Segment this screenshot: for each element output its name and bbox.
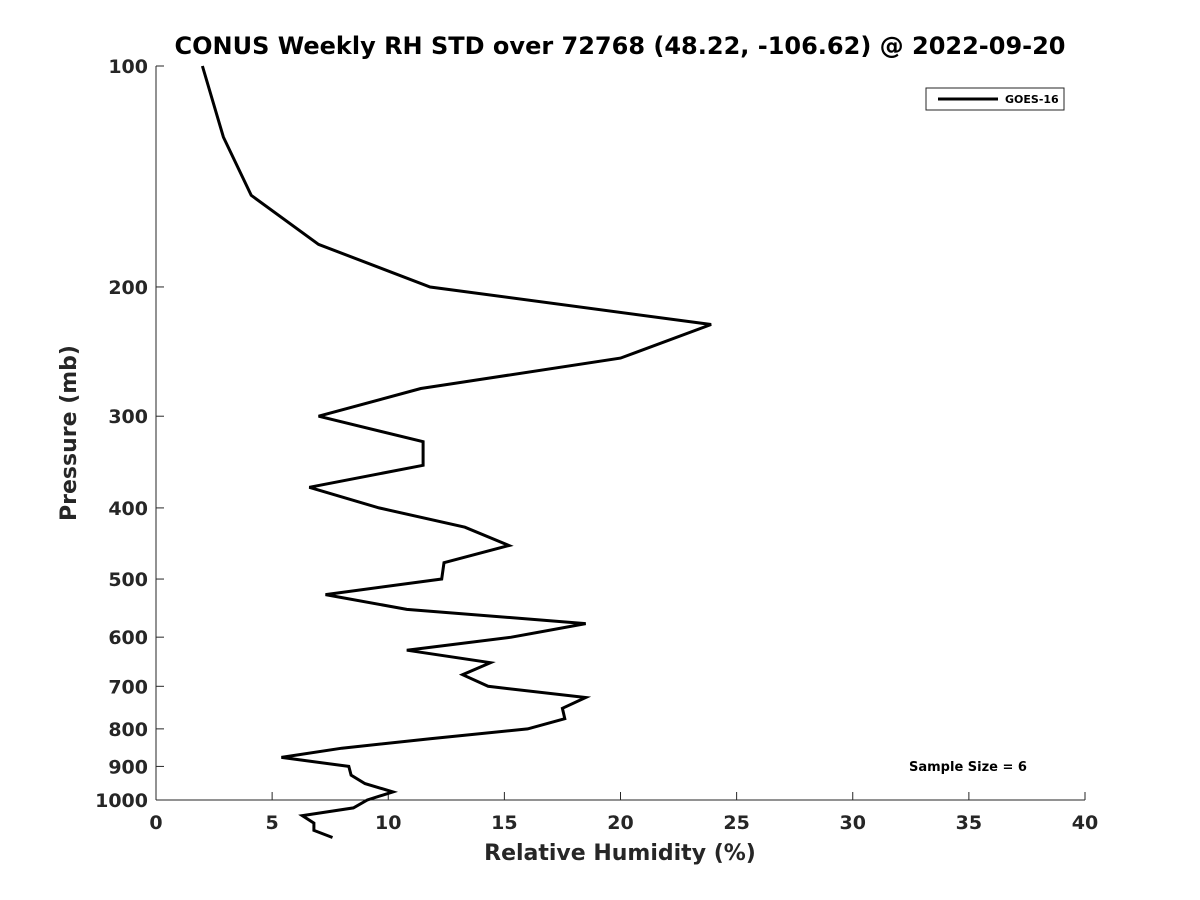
x-tick-label-0: 0	[149, 812, 162, 834]
y-tick-label-200: 200	[108, 277, 148, 299]
sample-size-annotation: Sample Size = 6	[909, 760, 1027, 775]
legend: GOES-16	[925, 87, 1065, 111]
y-ticks: 100 200 300 400 500 600 700 800 900 1000	[95, 56, 164, 812]
chart-title: CONUS Weekly RH STD over 72768 (48.22, -…	[174, 32, 1065, 60]
x-tick-label-5: 5	[266, 812, 279, 834]
y-tick-label-500: 500	[108, 569, 148, 591]
y-tick-label-300: 300	[108, 406, 148, 428]
y-tick-label-800: 800	[108, 719, 148, 741]
x-tick-label-20: 20	[607, 812, 633, 834]
y-tick-label-100: 100	[108, 56, 148, 78]
x-tick-label-10: 10	[375, 812, 401, 834]
x-tick-label-25: 25	[723, 812, 749, 834]
series-layer	[200, 65, 712, 839]
y-tick-label-400: 400	[108, 498, 148, 520]
legend-label-goes-16: GOES-16	[1005, 93, 1059, 106]
x-ticks: 0 5 10 15 20 25 30 35 40	[149, 792, 1098, 834]
y-tick-label-900: 900	[108, 756, 148, 778]
y-axis-label: Pressure (mb)	[57, 345, 82, 521]
y-tick-label-600: 600	[108, 627, 148, 649]
x-tick-label-40: 40	[1072, 812, 1098, 834]
x-axis-label: Relative Humidity (%)	[484, 841, 756, 866]
x-tick-label-15: 15	[491, 812, 517, 834]
x-tick-label-30: 30	[840, 812, 866, 834]
y-tick-label-1000: 1000	[95, 790, 148, 812]
y-tick-label-700: 700	[108, 676, 148, 698]
series-line-goes-16	[200, 65, 712, 839]
x-tick-label-35: 35	[956, 812, 982, 834]
